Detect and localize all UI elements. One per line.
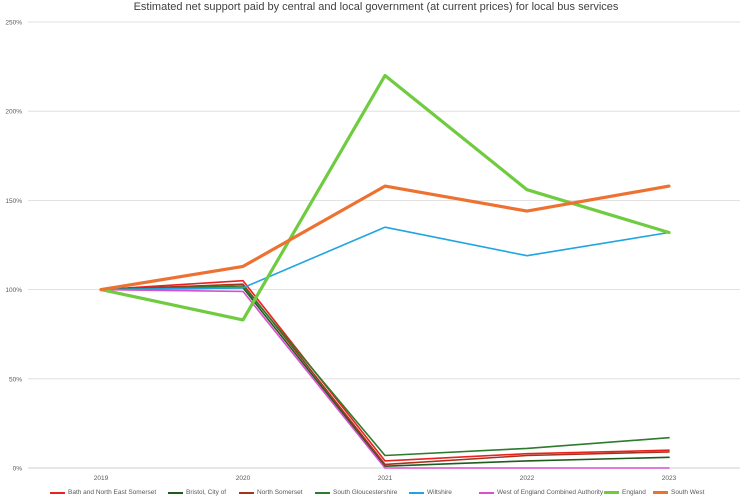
x-tick-label: 2022 [520,475,535,482]
legend-item: South West [653,489,704,496]
y-tick-label: 200% [5,109,22,116]
legend-swatch [50,491,65,494]
legend-swatch [239,491,254,494]
line-chart: 0% 50% 100% 150% 200% 250% 2019 2020 2021 2022 202… [5,20,740,482]
y-tick-label: 50% [9,376,22,383]
series-line-south-west [99,184,671,292]
y-tick-label: 100% [5,287,22,294]
x-tick-label: 2023 [662,475,677,482]
y-tick-label: 0% [13,466,23,473]
legend-label: Bristol, City of [186,489,227,496]
legend-item: Wiltshire [409,489,452,496]
series-line-north-somerset [100,283,670,466]
legend-label: West of England Combined Authority [497,489,604,496]
legend-item: South Gloucestershire [315,489,397,496]
y-tick-label: 150% [5,198,22,205]
legend-label: South Gloucestershire [333,489,398,496]
legend-swatch [168,491,183,494]
x-tick-label: 2019 [94,475,109,482]
y-tick-label: 250% [5,20,22,27]
legend-item: West of England Combined Authority [479,489,603,496]
legend-item: England [604,489,646,496]
legend-label: North Somerset [257,489,303,496]
legend-label: Bath and North East Somerset [68,489,157,496]
legend-label: Wiltshire [427,489,452,496]
series-line-bristol-city-of [100,286,670,468]
x-tick-label: 2020 [236,475,251,482]
legend-label: England [622,489,646,496]
legend-swatch [653,491,668,494]
series-line-bath-and-north-east-somerset [100,279,670,462]
legend-item: Bristol, City of [168,489,226,496]
x-tick-label: 2021 [378,475,393,482]
legend-item: Bath and North East Somerset [50,489,156,496]
chart-legend: Bath and North East Somerset Bristol, Cit… [0,489,752,500]
series-line-england [99,73,671,322]
legend-label: South West [671,489,705,496]
series-line-south-gloucestershire [100,285,670,457]
chart-title: Estimated net support paid by central an… [133,1,619,13]
legend-swatch [604,491,619,494]
series-line-wiltshire [100,226,670,291]
legend-swatch [315,491,330,494]
legend-swatch [479,491,494,494]
legend-swatch [409,491,424,494]
series-line-west-of-england-combined-authority [100,288,670,469]
legend-item: North Somerset [239,489,303,496]
